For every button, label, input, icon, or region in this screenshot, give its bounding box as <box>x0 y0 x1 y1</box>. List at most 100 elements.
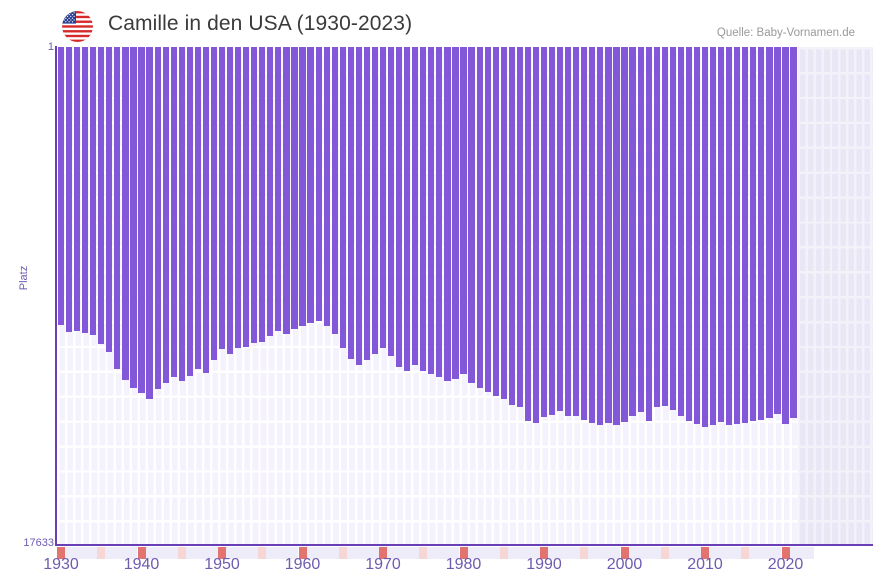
bar <box>484 47 491 392</box>
bar <box>379 47 387 348</box>
x-axis-tick-mark <box>419 547 428 559</box>
bar <box>106 47 113 352</box>
x-axis-tick-label: 1990 <box>526 556 562 573</box>
x-axis-tick-mark <box>717 547 726 559</box>
x-axis-tick-mark <box>588 547 597 559</box>
x-axis-tick-mark <box>153 547 162 559</box>
bar <box>782 47 789 424</box>
x-axis-tick-label: 1950 <box>204 556 240 573</box>
x-axis-tick-label: 1930 <box>43 556 79 573</box>
x-axis-tick-mark <box>475 547 484 559</box>
bar <box>315 47 322 321</box>
bar <box>532 47 540 423</box>
x-axis-tick-mark <box>65 547 74 559</box>
y-axis-top-label: 1 <box>47 41 54 53</box>
x-axis-tick-mark <box>379 547 388 559</box>
x-axis-tick-mark <box>636 547 645 559</box>
x-axis-tick-mark <box>387 547 396 559</box>
x-axis-tick-mark <box>113 547 122 559</box>
bar <box>251 47 258 343</box>
x-axis-tick-mark <box>612 547 621 559</box>
x-axis-tick-mark <box>515 547 524 559</box>
x-axis-tick-mark <box>201 547 210 559</box>
x-axis-tick-mark <box>564 547 573 559</box>
bar <box>146 47 153 399</box>
bar <box>500 47 507 399</box>
x-axis-tick-mark <box>137 547 146 559</box>
bar <box>412 47 419 365</box>
bar <box>57 47 65 325</box>
x-axis-tick-mark <box>523 547 532 559</box>
x-axis-tick-mark <box>121 547 130 559</box>
chart-header: Camille in den USA (1930-2023) Quelle: B… <box>0 0 873 47</box>
x-axis-tick-mark <box>757 547 766 559</box>
x-axis-tick-mark <box>443 547 452 559</box>
x-axis-tick-mark <box>427 547 436 559</box>
bar <box>138 47 145 393</box>
x-axis-tick-mark <box>129 547 138 559</box>
x-axis-tick-mark <box>57 547 66 559</box>
bar <box>621 47 628 422</box>
bar <box>154 47 161 389</box>
x-axis-tick-mark <box>322 547 331 559</box>
x-axis-tick-mark <box>749 547 758 559</box>
x-axis-tick-label: 2020 <box>767 556 804 573</box>
bar <box>508 47 515 405</box>
bar <box>661 47 668 406</box>
x-axis-tick-mark <box>628 547 637 559</box>
x-axis-tick-mark <box>459 547 468 559</box>
x-axis-tick-mark <box>556 547 565 559</box>
bar <box>218 47 226 349</box>
bar <box>267 47 274 336</box>
x-axis-tick-mark <box>411 547 420 559</box>
bar <box>291 47 298 329</box>
bar <box>653 47 660 407</box>
bar <box>669 47 676 410</box>
bar <box>613 47 620 425</box>
x-axis-tick-mark <box>604 547 613 559</box>
x-axis-tick-mark <box>218 547 227 559</box>
bar <box>65 47 73 332</box>
x-axis-tick-mark <box>709 547 718 559</box>
x-axis-tick-mark <box>676 547 685 559</box>
bar <box>387 47 395 356</box>
x-axis-tick-mark <box>242 547 251 559</box>
x-axis-tick-mark <box>234 547 243 559</box>
bar <box>790 47 797 418</box>
x-axis-tick-mark <box>97 547 106 559</box>
bar <box>363 47 370 360</box>
x-axis-tick-mark <box>467 547 476 559</box>
bar <box>750 47 757 421</box>
x-axis-tick-mark <box>290 547 299 559</box>
bar <box>645 47 652 421</box>
bar <box>202 47 209 373</box>
bar-series <box>57 47 873 545</box>
x-axis-tick-mark <box>370 547 379 559</box>
bar <box>573 47 580 416</box>
x-axis-tick-mark <box>805 547 814 559</box>
x-axis-tick-mark <box>161 547 170 559</box>
x-axis-tick-mark <box>531 547 540 559</box>
x-axis-tick-mark <box>692 547 701 559</box>
x-axis-tick-label: 1960 <box>284 556 321 573</box>
x-axis-tick-mark <box>81 547 90 559</box>
x-axis-tick-label: 2000 <box>606 556 643 573</box>
plot-area <box>57 47 873 545</box>
x-axis-tick-mark <box>73 547 82 559</box>
bar <box>275 47 282 331</box>
bar <box>130 47 137 388</box>
bar <box>444 47 451 381</box>
bar <box>742 47 749 423</box>
bar <box>259 47 266 342</box>
x-axis-tick-mark <box>274 547 283 559</box>
x-axis-tick-mark <box>499 547 508 559</box>
bar <box>283 47 290 334</box>
bar <box>766 47 773 418</box>
bar <box>371 47 379 354</box>
bar <box>557 47 564 411</box>
x-axis-tick-mark <box>435 547 444 559</box>
x-axis-tick-mark <box>548 547 557 559</box>
bar <box>605 47 612 423</box>
x-axis-tick-mark <box>193 547 202 559</box>
chart-title: Camille in den USA (1930-2023) <box>108 12 413 35</box>
